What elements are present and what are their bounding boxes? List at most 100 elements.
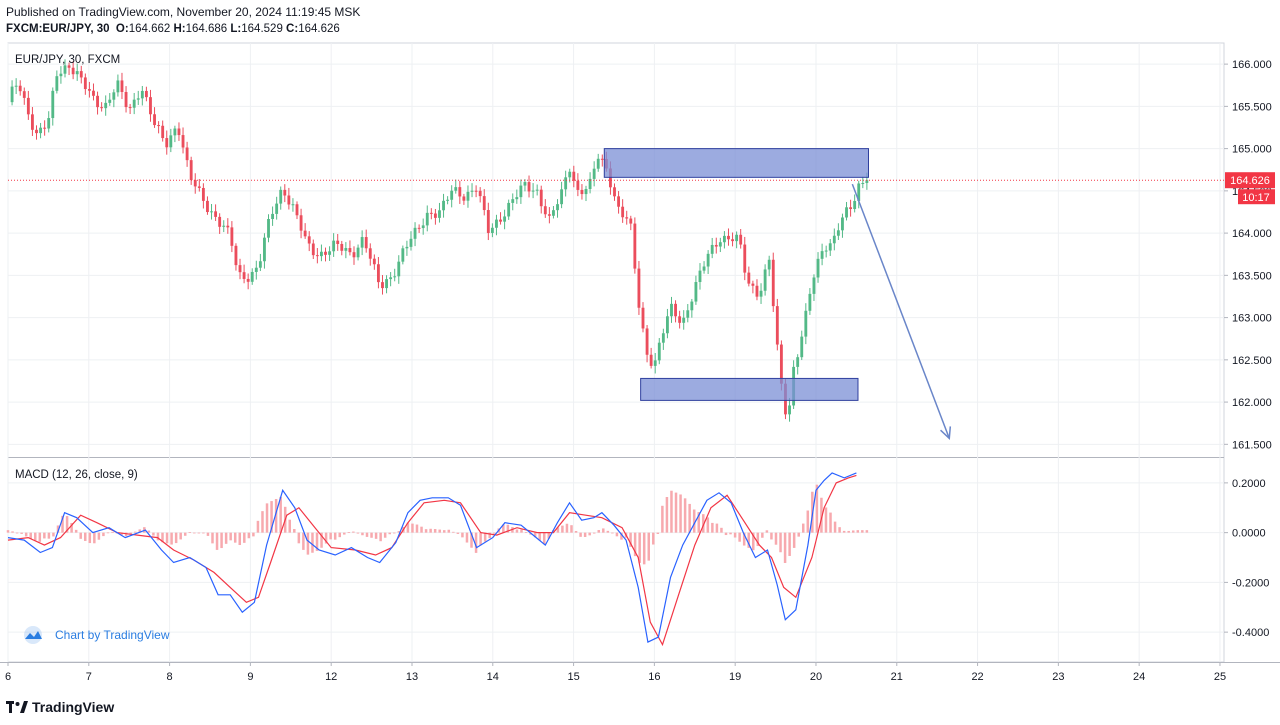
macd-histogram-bar xyxy=(124,532,128,537)
macd-histogram-bar xyxy=(24,532,28,537)
macd-histogram-bar xyxy=(815,484,819,533)
candle-body xyxy=(556,204,559,211)
macd-histogram-bar xyxy=(20,532,23,534)
candle-body xyxy=(201,187,205,201)
macd-histogram-bar xyxy=(574,531,578,533)
candle-body xyxy=(189,160,193,181)
macd-histogram-bar xyxy=(797,532,800,537)
macd-tick-label: 0.0000 xyxy=(1232,528,1266,540)
macd-histogram-bar xyxy=(565,523,569,533)
high-label: H: xyxy=(173,23,186,35)
candle-body xyxy=(26,97,30,115)
candle-body xyxy=(490,227,494,233)
candle-body xyxy=(425,212,429,226)
candle-body xyxy=(218,216,222,227)
price-tick-label: 165.000 xyxy=(1232,144,1272,156)
macd-histogram-bar xyxy=(138,529,142,533)
macd-histogram-bar xyxy=(365,532,369,537)
candle-body xyxy=(153,114,156,126)
candle-body xyxy=(22,91,26,98)
candle-body xyxy=(657,342,661,361)
macd-histogram-bar xyxy=(633,532,637,557)
macd-histogram-bar xyxy=(542,532,546,545)
x-tick-label: 14 xyxy=(487,671,499,683)
candle-body xyxy=(55,76,59,91)
candle-body xyxy=(722,235,726,243)
candle-body xyxy=(271,213,275,220)
macd-histogram-bar xyxy=(506,524,510,533)
candle-body xyxy=(254,267,258,272)
macd-histogram-bar xyxy=(788,532,791,556)
candle-body xyxy=(535,189,539,191)
macd-histogram-bar xyxy=(43,532,46,539)
macd-histogram-bar xyxy=(433,529,437,533)
chart-by-tradingview-badge[interactable]: Chart by TradingView xyxy=(20,626,170,644)
candle-body xyxy=(279,189,283,204)
candle-body xyxy=(177,128,181,136)
macd-histogram-bar xyxy=(615,532,619,537)
candle-body xyxy=(83,77,87,90)
macd-histogram-bar xyxy=(361,532,364,536)
candle-body xyxy=(482,196,486,211)
macd-histogram-bar xyxy=(102,532,105,537)
macd-histogram-bar xyxy=(838,527,841,533)
candle-body xyxy=(100,107,104,109)
macd-histogram-bar xyxy=(352,531,355,533)
macd-histogram-bar xyxy=(661,505,664,533)
macd-histogram-bar xyxy=(724,532,728,536)
macd-tick-label: -0.2000 xyxy=(1232,577,1269,589)
macd-histogram-bar xyxy=(297,532,301,544)
macd-histogram-bar xyxy=(343,532,346,535)
macd-tick-label: -0.4000 xyxy=(1232,627,1269,639)
candle-body xyxy=(621,206,625,218)
candle-body xyxy=(661,333,665,343)
candle-body xyxy=(710,244,714,254)
candle-body xyxy=(210,211,213,213)
candle-body xyxy=(360,237,364,248)
macd-histogram-bar xyxy=(474,532,478,553)
candle-body xyxy=(287,195,291,205)
macd-histogram-bar xyxy=(279,496,282,533)
macd-histogram-bar xyxy=(538,532,541,541)
macd-histogram-bar xyxy=(579,532,582,537)
candle-body xyxy=(527,182,531,192)
candle-body xyxy=(389,277,393,280)
candle-body xyxy=(51,90,55,119)
price-tick-label: 161.500 xyxy=(1232,439,1272,451)
candle-body xyxy=(59,73,63,77)
candle-body xyxy=(617,196,620,207)
candle-body xyxy=(87,89,91,91)
macd-histogram-bar xyxy=(179,532,182,540)
candle-body xyxy=(767,259,771,270)
tradingview-logo[interactable]: TradingView xyxy=(6,699,114,715)
candle-body xyxy=(263,237,266,262)
candle-body xyxy=(462,196,466,201)
macd-pane-title: MACD (12, 26, close, 9) xyxy=(15,469,138,481)
candle-body xyxy=(173,128,177,136)
candle-body xyxy=(800,336,804,358)
candle-body xyxy=(466,191,470,201)
candle-body xyxy=(222,225,226,227)
candle-body xyxy=(727,235,730,240)
candle-body xyxy=(352,252,356,258)
candle-body xyxy=(307,236,311,244)
high-value: 164.686 xyxy=(185,23,228,35)
price-tick-label: 163.000 xyxy=(1232,313,1272,325)
price-tick-label: 166.000 xyxy=(1232,59,1272,71)
candle-body xyxy=(39,127,42,134)
candle-body xyxy=(234,245,238,266)
macd-histogram-bar xyxy=(865,530,869,533)
candle-body xyxy=(857,183,861,201)
macd-histogram-bar xyxy=(515,529,519,533)
macd-histogram-bar xyxy=(88,532,92,544)
candle-body xyxy=(413,227,417,239)
candle-body xyxy=(665,316,669,334)
candle-body xyxy=(572,171,576,181)
macd-histogram-bar xyxy=(61,515,64,533)
macd-histogram-bar xyxy=(193,532,196,534)
candle-body xyxy=(92,90,95,96)
x-tick-label: 8 xyxy=(167,671,173,683)
candle-body xyxy=(136,98,140,100)
candle-body xyxy=(804,310,808,337)
